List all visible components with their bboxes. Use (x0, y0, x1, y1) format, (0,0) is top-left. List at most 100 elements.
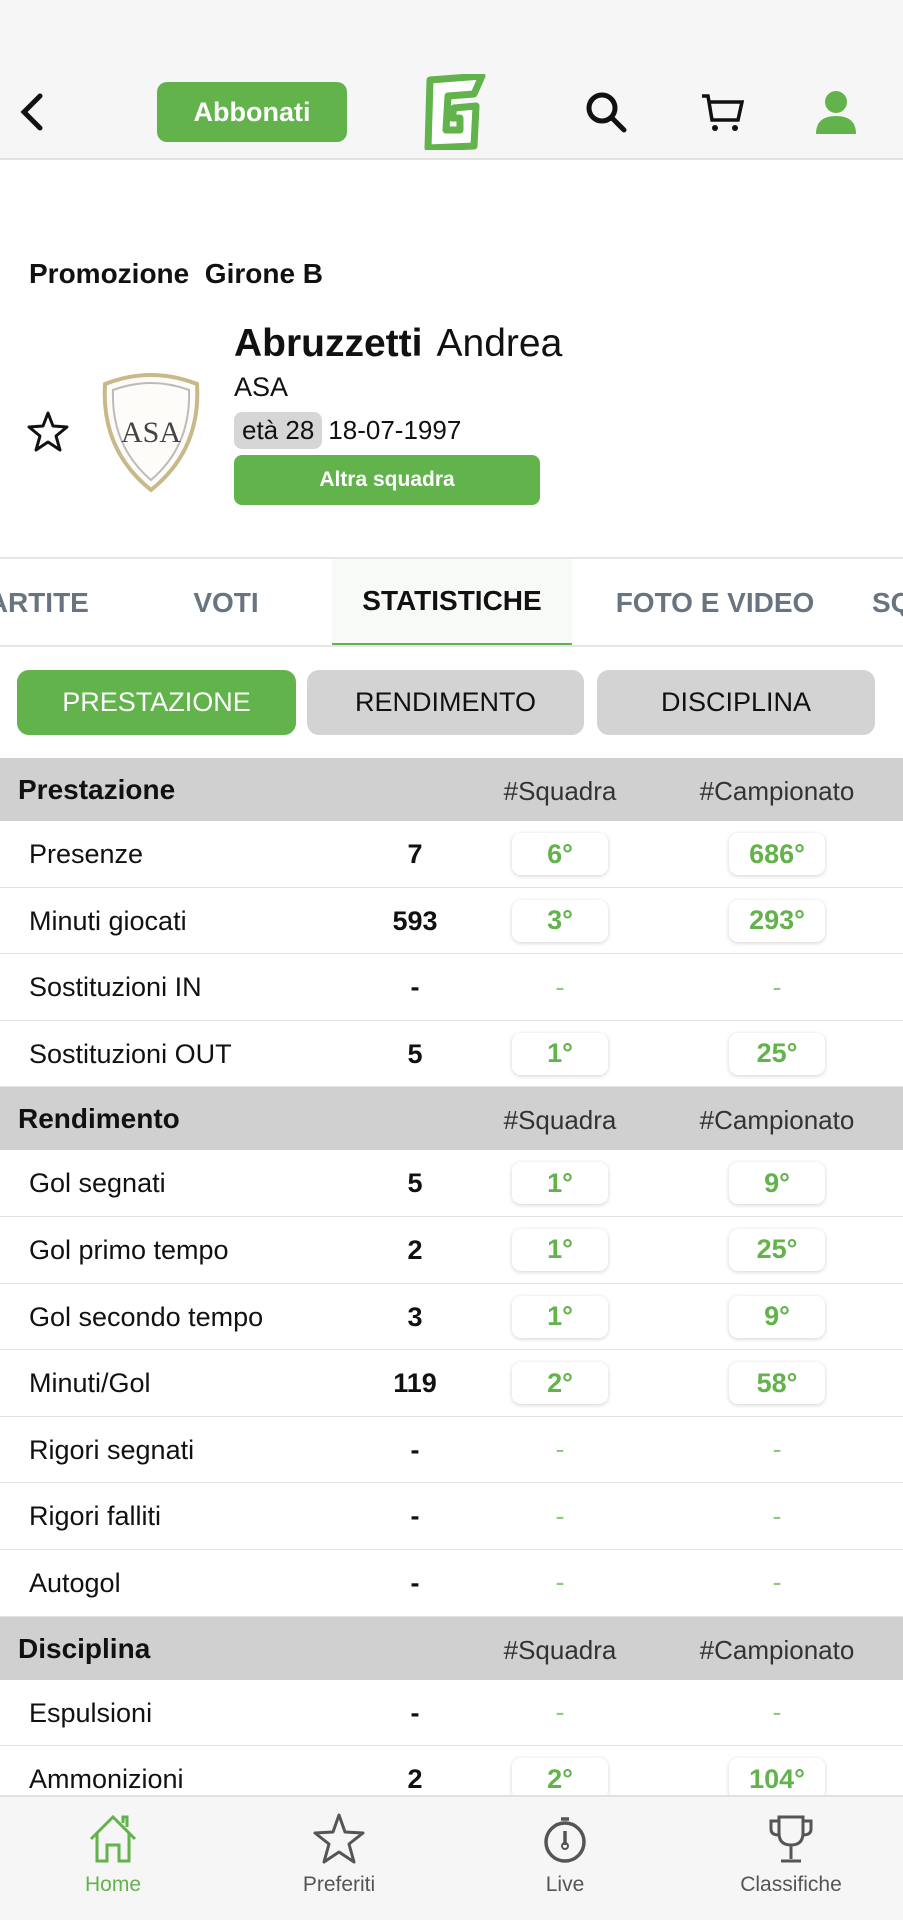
stat-label: Gol secondo tempo (29, 1301, 264, 1332)
section-title: Disciplina (18, 1632, 151, 1664)
stat-row: Ammonizioni 2 2° 104° (0, 1746, 903, 1813)
stat-row: Sostituzioni OUT 5 1° 25° (0, 1021, 903, 1088)
stat-label: Gol segnati (29, 1168, 166, 1199)
stat-label: Gol primo tempo (29, 1234, 229, 1265)
stat-label: Espulsioni (29, 1697, 153, 1728)
league-rank-header: #Campionato (699, 1105, 855, 1136)
stat-value: 7 (407, 839, 423, 869)
stat-value: 119 (393, 1368, 437, 1399)
league-rank-header: #Campionato (699, 1634, 855, 1665)
team-rank-badge: 1° (512, 1228, 608, 1271)
stat-label: Sostituzioni OUT (29, 1038, 232, 1069)
home-icon (89, 1814, 137, 1863)
chevron-left-icon (20, 93, 43, 131)
stat-value: 3 (407, 1301, 423, 1332)
team-rank-badge: 6° (512, 833, 608, 875)
stat-row: Gol segnati 5 1° 9° (0, 1150, 903, 1217)
tab-bar: PARTITE VOTI STATISTICHE FOTO E VIDEO SQ… (0, 557, 903, 647)
league-title: Promozione Girone B (29, 258, 324, 289)
stats-table: Prestazione #Squadra #Campionato Presenze 7 6… (0, 758, 903, 1813)
nav-preferiti[interactable]: Preferiti (249, 1811, 429, 1897)
birth-date: 18-07-1997 (328, 415, 462, 445)
bottom-nav: Home Preferiti Live Classifiche (0, 1795, 903, 1920)
tab-voti[interactable]: VOTI (193, 587, 259, 618)
player-name: Abruzzetti Andrea (234, 322, 562, 366)
tab-squalifiche[interactable]: SQUALIFICHE (872, 587, 903, 618)
stat-value: 593 (392, 905, 438, 936)
nav-preferiti-label: Preferiti (302, 1873, 376, 1896)
league-rank-badge: - (729, 1561, 825, 1604)
stopwatch-icon (544, 1817, 586, 1863)
stat-value: - (410, 1434, 420, 1465)
nav-live-label: Live (545, 1873, 585, 1896)
back-button[interactable] (14, 88, 54, 136)
favorite-star-icon[interactable] (26, 410, 70, 454)
pill-rendimento[interactable]: RENDIMENTO (307, 670, 584, 735)
team-rank-badge: - (512, 1561, 608, 1604)
app-logo[interactable] (416, 74, 486, 150)
tab-statistiche[interactable]: STATISTICHE (332, 559, 572, 645)
stat-row: Minuti/Gol 119 2° 58° (0, 1350, 903, 1417)
nav-home-label: Home (84, 1873, 142, 1896)
stat-row: Sostituzioni IN - - - (0, 954, 903, 1021)
league-rank-badge: 9° (729, 1162, 825, 1205)
pill-prestazione[interactable]: PRESTAZIONE (17, 670, 296, 735)
other-team-button[interactable]: Altra squadra (234, 455, 540, 505)
pill-disciplina[interactable]: DISCIPLINA (597, 670, 875, 735)
tab-partite[interactable]: PARTITE (0, 587, 89, 618)
stat-row: Rigori falliti - - - (0, 1483, 903, 1550)
team-rank-badge: 1° (512, 1032, 608, 1075)
nav-classifiche-label: Classifiche (740, 1873, 842, 1896)
team-rank-badge: 2° (512, 1362, 608, 1405)
section-header: Rendimento #Squadra #Campionato (0, 1087, 903, 1151)
stat-label: Sostituzioni IN (29, 972, 202, 1003)
stat-label: Rigori segnati (29, 1434, 195, 1465)
league-rank-badge: 686° (729, 833, 825, 875)
league-rank-badge: - (729, 1495, 825, 1538)
league-rank-badge: 9° (729, 1295, 825, 1338)
team-rank-badge: 1° (512, 1162, 608, 1205)
age-badge: età 28 (234, 412, 323, 449)
star-icon (313, 1813, 365, 1864)
user-profile-icon[interactable] (812, 88, 860, 136)
team-rank-badge: 2° (512, 1758, 608, 1801)
section-header: Disciplina #Squadra #Campionato (0, 1616, 903, 1680)
stat-label: Minuti/Gol (29, 1368, 151, 1399)
stat-row: Autogol - - - (0, 1550, 903, 1617)
section-title: Prestazione (18, 774, 176, 805)
tab-foto-video[interactable]: FOTO E VIDEO (615, 587, 815, 618)
crest-text: ASA (121, 416, 181, 449)
league-rank-header: #Campionato (699, 776, 855, 806)
nav-classifiche[interactable]: Classifiche (701, 1811, 881, 1897)
stat-label: Minuti giocati (29, 905, 187, 936)
player-team: ASA (234, 372, 289, 402)
team-rank-badge: 1° (512, 1295, 608, 1338)
stat-row: Gol secondo tempo 3 1° 9° (0, 1284, 903, 1351)
stat-value: - (410, 972, 420, 1003)
nav-live[interactable]: Live (475, 1811, 655, 1897)
stat-value: 2 (407, 1764, 423, 1795)
team-rank-badge: - (512, 966, 608, 1009)
team-rank-badge: - (512, 1691, 608, 1734)
nav-home[interactable]: Home (23, 1811, 203, 1897)
top-app-bar: Abbonati (0, 0, 903, 160)
subscribe-button[interactable]: Abbonati (157, 82, 347, 142)
team-crest: ASA (102, 373, 200, 493)
stat-label: Rigori falliti (29, 1501, 162, 1532)
team-rank-badge: - (512, 1495, 608, 1538)
stat-row: Espulsioni - - - (0, 1680, 903, 1747)
stat-row: Rigori segnati - - - (0, 1417, 903, 1484)
trophy-icon (769, 1815, 813, 1863)
league-rank-badge: - (729, 1428, 825, 1471)
league-rank-badge: 58° (729, 1362, 825, 1405)
search-icon[interactable] (582, 88, 630, 136)
stat-value: - (410, 1697, 420, 1728)
stat-row: Presenze 7 6° 686° (0, 821, 903, 888)
cart-icon[interactable] (698, 88, 746, 136)
stat-value: 5 (407, 1168, 423, 1199)
player-age-row: età 28 18-07-1997 (234, 412, 461, 449)
league-rank-badge: - (729, 966, 825, 1009)
player-first-name: Andrea (436, 322, 563, 365)
stat-value: 2 (407, 1234, 423, 1265)
stat-label: Autogol (29, 1567, 121, 1598)
